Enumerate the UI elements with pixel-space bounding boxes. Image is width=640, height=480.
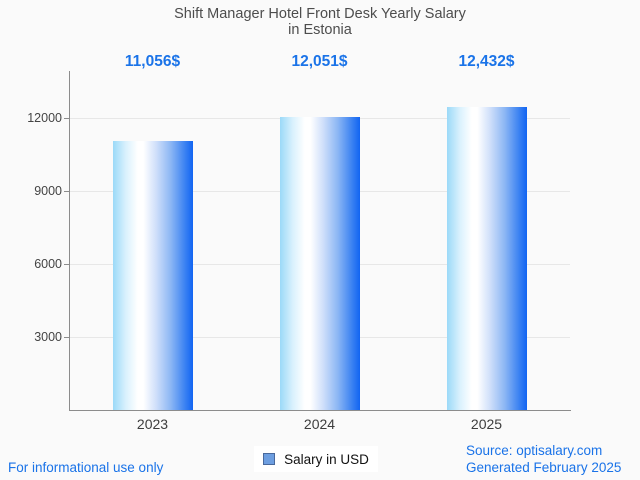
x-axis-line <box>69 410 571 411</box>
bar-value-label: 11,056$ <box>124 53 181 70</box>
source-attribution: Source: optisalary.com Generated Februar… <box>466 442 621 476</box>
y-axis-tick <box>64 264 69 265</box>
y-axis-tick-label: 9000 <box>34 184 62 198</box>
y-axis-tick-label: 3000 <box>34 330 62 344</box>
y-axis-tick <box>64 118 69 119</box>
y-axis-tick <box>64 337 69 338</box>
chart-title-line1: Shift Manager Hotel Front Desk Yearly Sa… <box>174 6 466 22</box>
y-axis-tick <box>64 191 69 192</box>
source-line: Source: optisalary.com <box>466 443 603 458</box>
chart-title-line2: in Estonia <box>288 22 352 38</box>
bar-2024 <box>279 116 360 410</box>
x-axis-category-label: 2025 <box>470 416 503 432</box>
x-axis-category-label: 2023 <box>136 416 169 432</box>
generated-line: Generated February 2025 <box>466 460 622 475</box>
y-axis-tick-label: 6000 <box>34 257 62 271</box>
bar-value-label: 12,051$ <box>291 53 348 70</box>
y-axis-line <box>69 71 70 411</box>
legend-swatch-icon <box>263 453 276 465</box>
chart-title: Shift Manager Hotel Front Desk Yearly Sa… <box>0 6 640 38</box>
legend: Salary in USD <box>254 446 378 472</box>
bar-2023 <box>112 140 193 410</box>
y-axis-tick-label: 12000 <box>27 111 62 125</box>
legend-label: Salary in USD <box>284 451 369 467</box>
disclaimer-text: For informational use only <box>8 460 164 475</box>
bar-value-label: 12,432$ <box>458 53 515 70</box>
bar-2025 <box>446 107 527 410</box>
x-axis-category-label: 2024 <box>303 416 336 432</box>
